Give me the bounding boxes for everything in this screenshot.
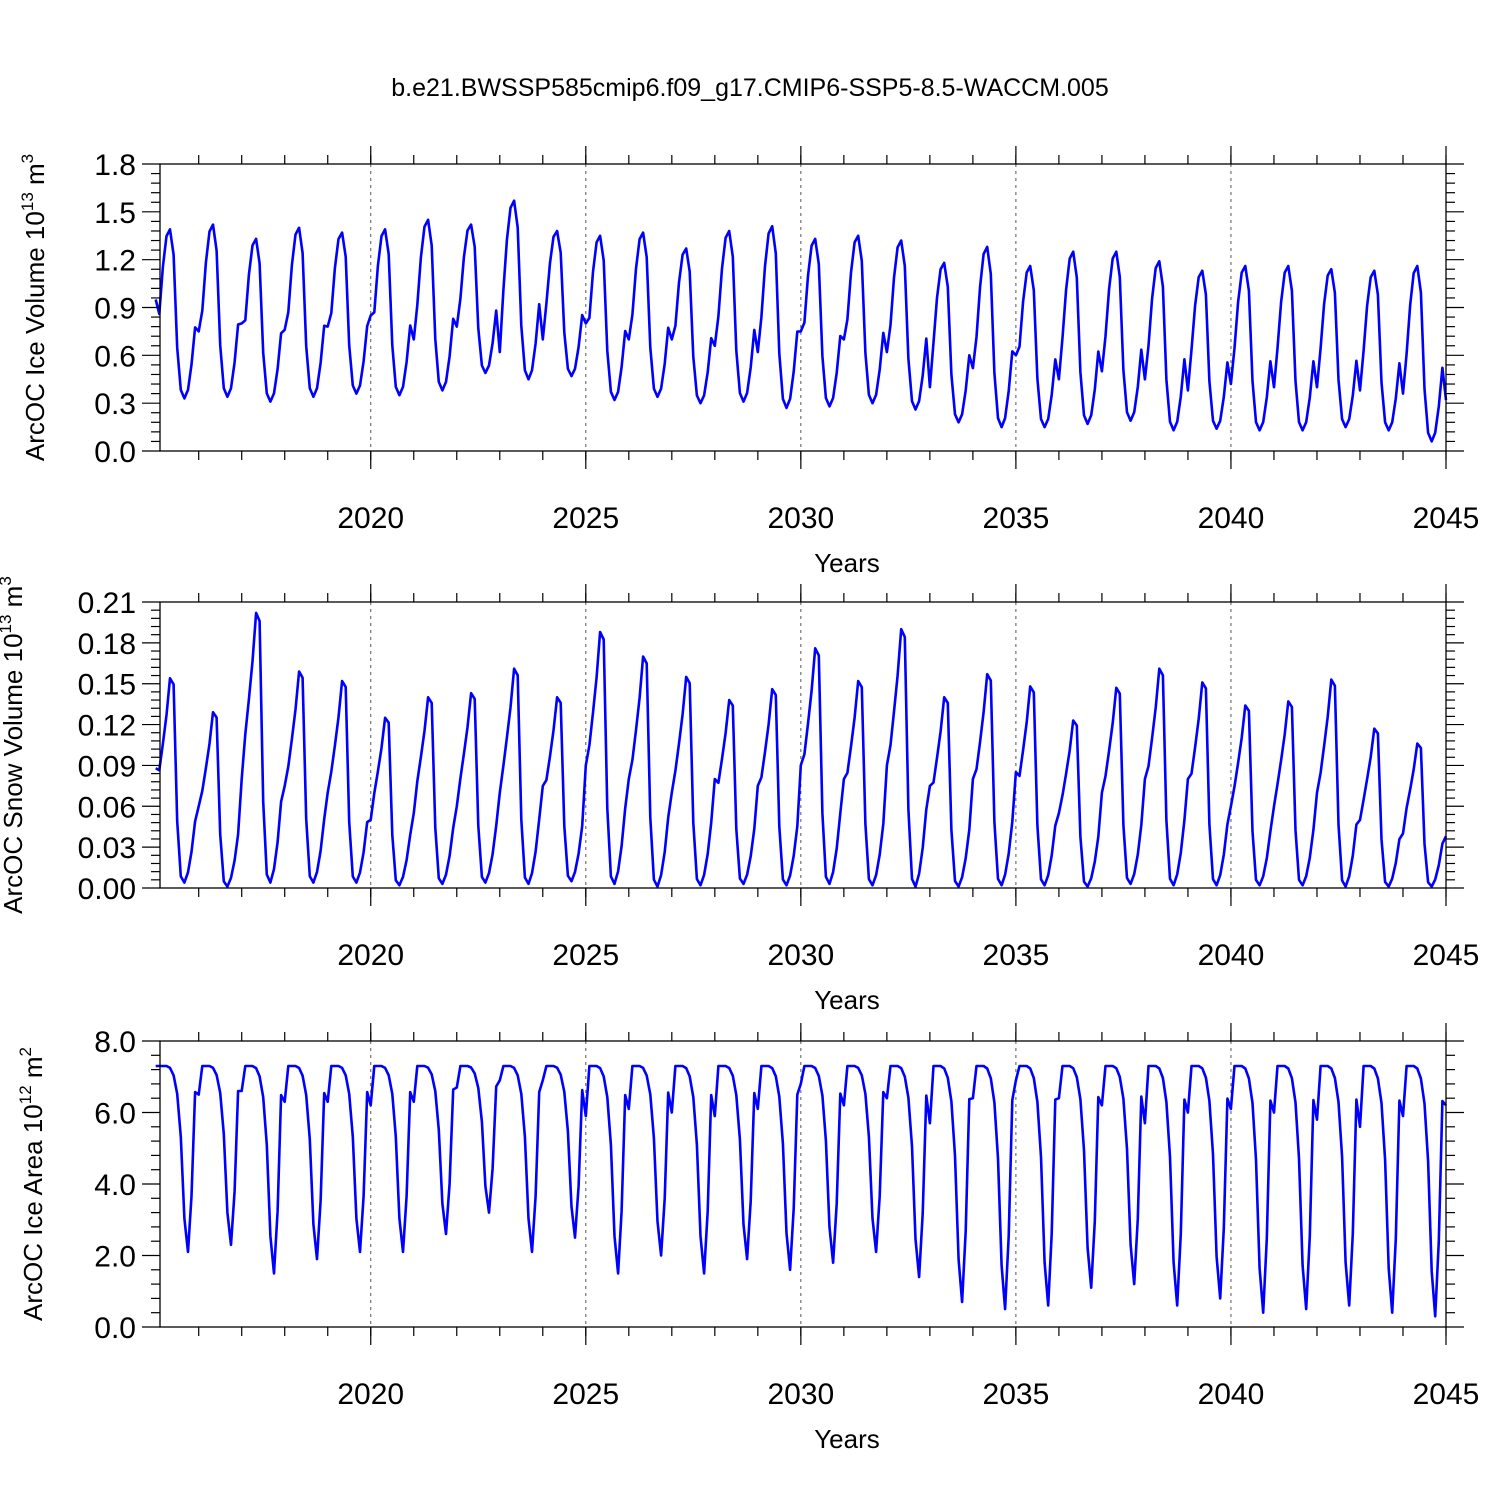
panel-ice-volume: 0.00.30.60.91.21.51.8 2020 2025 2030 2035 20… xyxy=(18,146,1479,578)
y-tick-label: 4.0 xyxy=(94,1169,136,1202)
x-tick-label: 2025 xyxy=(552,502,619,535)
figure-title: b.e21.BWSSP585cmip6.f09_g17.CMIP6-SSP5-8… xyxy=(391,74,1108,102)
x-tick-label: 2030 xyxy=(767,502,834,535)
y-tick-label: 0.9 xyxy=(94,293,136,326)
x-tick-label: 2020 xyxy=(337,939,404,972)
x-tick-label: 2020 xyxy=(337,1378,404,1411)
y-tick-label: 0.0 xyxy=(94,436,136,469)
x-tick-label: 2035 xyxy=(983,1378,1050,1411)
plot-frame-ice-area xyxy=(159,1040,1447,1328)
grid-ice-area xyxy=(370,1041,1232,1327)
axis-ticks-ice-area xyxy=(142,1023,1464,1345)
x-axis-label-ice-volume: Years xyxy=(814,548,880,578)
y-tick-labels-ice-volume: 0.0 0.3 0.6 0.9 1.2 1.5 1.8 xyxy=(94,149,136,469)
y-tick-label: 0.12 xyxy=(78,710,136,743)
grid-ice-volume xyxy=(370,164,1232,451)
x-tick-labels-snow-volume: 2020 2025 2030 2035 2040 2045 xyxy=(337,939,1479,972)
y-axis-label-snow-volume: ArcOC Snow Volume 1013 m3 xyxy=(0,576,28,914)
y-axis-label-ice-volume: ArcOC Ice Volume 1013 m3 xyxy=(18,154,50,461)
plot-frame-ice-volume xyxy=(159,163,1447,452)
x-tick-label: 2035 xyxy=(983,502,1050,535)
y-tick-label: 1.8 xyxy=(94,149,136,182)
x-tick-label: 2020 xyxy=(337,502,404,535)
x-tick-label: 2030 xyxy=(767,1378,834,1411)
y-tick-label: 1.5 xyxy=(94,197,136,230)
y-tick-labels-snow-volume: 0.00 0.03 0.06 0.09 0.12 0.15 0.18 0.21 xyxy=(78,587,136,906)
x-tick-labels-ice-volume: 2020 2025 2030 2035 2040 2045 xyxy=(337,502,1479,535)
x-tick-label: 2045 xyxy=(1413,502,1480,535)
y-tick-label: 0.3 xyxy=(94,388,136,421)
panel-ice-area: 0.0 2.0 4.0 6.0 8.0 2020 2025 2030 2035 2040 2045… xyxy=(16,1023,1479,1454)
y-tick-label: 0.15 xyxy=(78,669,136,702)
plot-frame-snow-volume xyxy=(159,601,1447,889)
x-tick-label: 2040 xyxy=(1198,502,1265,535)
axis-ticks-snow-volume xyxy=(142,584,1464,906)
y-tick-label: 0.0 xyxy=(94,1312,136,1345)
series-line-ice-area xyxy=(155,1064,1447,1318)
x-tick-labels-ice-area: 2020 2025 2030 2035 2040 2045 xyxy=(337,1378,1479,1411)
x-tick-label: 2040 xyxy=(1198,939,1265,972)
y-tick-label: 2.0 xyxy=(94,1241,136,1274)
y-tick-label: 0.06 xyxy=(78,791,136,824)
x-tick-label: 2045 xyxy=(1413,939,1480,972)
y-tick-label: 0.09 xyxy=(78,750,136,783)
x-axis-label-snow-volume: Years xyxy=(814,985,880,1015)
x-tick-label: 2040 xyxy=(1198,1378,1265,1411)
x-tick-label: 2025 xyxy=(552,1378,619,1411)
y-tick-label: 8.0 xyxy=(94,1026,136,1059)
panel-snow-volume: 0.000.030.060.090.120.150.180.21 2020 202… xyxy=(0,576,1479,1015)
axis-ticks-ice-volume xyxy=(142,146,1464,469)
y-tick-label: 0.6 xyxy=(94,340,136,373)
y-tick-labels-ice-area: 0.0 2.0 4.0 6.0 8.0 xyxy=(94,1026,136,1345)
series-line-ice-volume xyxy=(154,199,1448,443)
x-tick-label: 2030 xyxy=(767,939,834,972)
y-tick-label: 0.21 xyxy=(78,587,136,620)
y-tick-label: 0.03 xyxy=(78,832,136,865)
x-axis-label-ice-area: Years xyxy=(814,1424,880,1454)
y-tick-label: 0.00 xyxy=(78,873,136,906)
x-tick-label: 2035 xyxy=(983,939,1050,972)
y-axis-label-ice-area: ArcOC Ice Area 1012 m2 xyxy=(16,1047,48,1321)
x-tick-label: 2025 xyxy=(552,939,619,972)
y-tick-label: 1.2 xyxy=(94,245,136,278)
x-tick-label: 2045 xyxy=(1413,1378,1480,1411)
y-tick-label: 0.18 xyxy=(78,628,136,661)
y-tick-label: 6.0 xyxy=(94,1098,136,1131)
grid-snow-volume xyxy=(370,602,1232,888)
series-line-snow-volume xyxy=(155,611,1448,888)
